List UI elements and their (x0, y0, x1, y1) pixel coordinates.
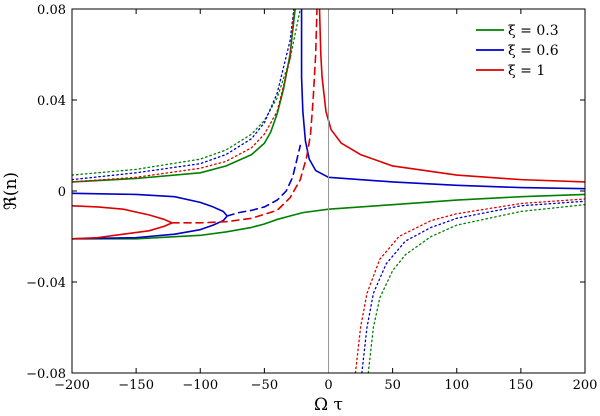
series-2-dashed-line (226, 144, 302, 217)
series-2-dotted-upper-line (72, 9, 295, 181)
x-axis-label: Ω τ (314, 395, 343, 415)
x-tick-label: 50 (384, 378, 401, 393)
series-3-solid-left-line (72, 204, 173, 240)
y-tick-label: −0.08 (26, 367, 66, 382)
y-tick-label: 0 (58, 185, 66, 200)
legend-label: ξ = 0.6 (508, 43, 559, 59)
series-3-dotted-lower-line (354, 198, 585, 373)
y-axis-label: ℜ(n) (1, 172, 21, 210)
series-1-solid-upper-line (72, 9, 296, 183)
x-tick-label: 150 (508, 378, 533, 393)
x-tick-label: −100 (182, 378, 218, 393)
legend: ξ = 0.3 ξ = 0.6 ξ = 1 (476, 23, 559, 79)
series-3-dotted-upper-line (72, 9, 295, 183)
y-tick-label: −0.04 (26, 276, 66, 291)
legend-label: ξ = 1 (508, 63, 545, 79)
plot-frame (71, 8, 586, 374)
x-tick-label: −200 (54, 378, 90, 393)
series-1-solid-lower-line (72, 193, 585, 240)
series-2-dotted-lower-line (361, 200, 585, 373)
series-2-solid-right-line (300, 9, 585, 190)
x-tick-label: −50 (251, 378, 278, 393)
y-tick-label: 0.04 (37, 94, 66, 109)
series-layer (72, 9, 585, 373)
series-1-dotted-upper-line (72, 9, 301, 176)
series-1-dotted-lower-line (367, 204, 585, 373)
series-3-dashed-line (171, 9, 318, 224)
x-tick-label: 0 (324, 378, 332, 393)
series-2-solid-left-line (72, 192, 228, 240)
legend-label: ξ = 0.3 (508, 23, 559, 39)
series-3-solid-right-line (318, 9, 585, 183)
y-tick-labels: −0.08 −0.04 0 0.04 0.08 (26, 3, 585, 382)
x-tick-label: 100 (444, 378, 469, 393)
y-tick-label: 0.08 (37, 3, 66, 18)
x-tick-label: −150 (118, 378, 154, 393)
x-tick-label: 200 (573, 378, 598, 393)
